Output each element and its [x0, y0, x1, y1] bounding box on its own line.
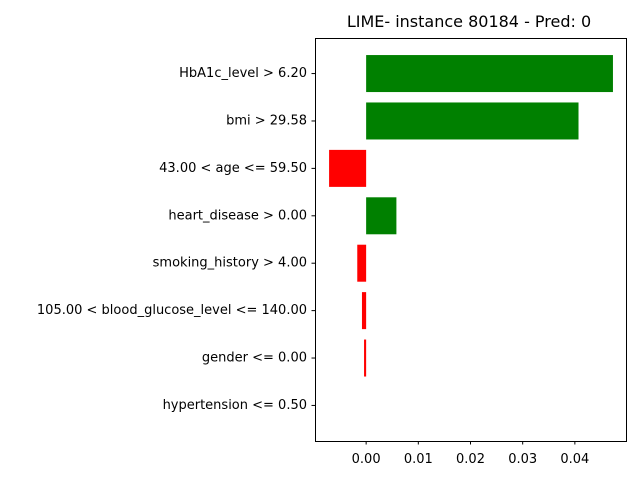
y-tick-label: smoking_history > 4.00 — [153, 256, 307, 271]
y-tick-label: gender <= 0.00 — [202, 351, 307, 366]
x-tick-label: 0.01 — [404, 452, 433, 467]
bar — [366, 55, 613, 93]
bar — [357, 244, 367, 282]
y-tick-label: heart_disease > 0.00 — [168, 208, 307, 223]
y-tick-label: HbA1c_level > 6.20 — [179, 66, 307, 81]
plot-frame — [315, 38, 627, 442]
x-tick-label: 0.02 — [456, 452, 485, 467]
chart-title: LIME- instance 80184 - Pred: 0 — [347, 12, 591, 31]
bar — [366, 197, 397, 235]
x-axis: 0.00 0.01 0.02 0.03 0.04 — [352, 441, 589, 467]
x-tick-label: 0.03 — [508, 452, 537, 467]
x-tick-label: 0.00 — [352, 452, 381, 467]
bars-layer — [329, 55, 613, 377]
bar — [329, 149, 367, 187]
y-tick-label: bmi > 29.58 — [226, 113, 307, 128]
bar — [364, 339, 367, 377]
bar — [361, 292, 367, 330]
x-tick-label: 0.04 — [560, 452, 589, 467]
y-tick-label: hypertension <= 0.50 — [163, 398, 307, 413]
y-axis: HbA1c_level > 6.20 bmi > 29.58 43.00 < age… — [37, 66, 315, 413]
bar — [366, 102, 579, 140]
y-tick-label: 43.00 < age <= 59.50 — [159, 161, 307, 176]
y-tick-label: 105.00 < blood_glucose_level <= 140.00 — [37, 303, 307, 318]
